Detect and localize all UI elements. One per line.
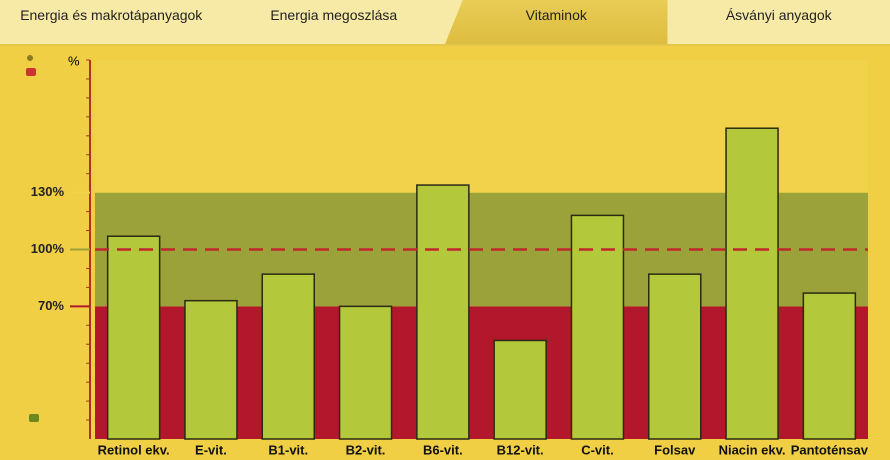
x-tick-label: B2-vit.	[346, 442, 386, 457]
x-tick-label: B6-vit.	[423, 442, 463, 457]
x-tick-label: C-vit.	[581, 442, 614, 457]
x-tick-label: Folsav	[654, 442, 696, 457]
x-tick-label: E-vit.	[195, 442, 227, 457]
bar	[570, 214, 625, 440]
icon	[26, 68, 36, 76]
bar	[493, 339, 547, 440]
bar	[416, 184, 470, 440]
tab[interactable]: Vitaminok	[445, 0, 668, 44]
x-tick-label: Niacin ekv.	[719, 442, 786, 457]
y-axis-label: %	[68, 53, 80, 68]
bar	[802, 292, 857, 440]
tab[interactable]: Ásványi anyagok	[725, 7, 832, 23]
bar	[338, 305, 393, 440]
y-tick-label: 100%	[31, 241, 65, 256]
icon	[27, 55, 33, 61]
bar	[261, 273, 315, 440]
tab[interactable]: Energia megoszlása	[270, 7, 398, 23]
bar	[648, 273, 702, 440]
icon	[29, 414, 39, 422]
x-tick-label: Pantoténsav	[791, 442, 869, 457]
x-tick-label: B12-vit.	[497, 442, 544, 457]
y-tick-label: 130%	[31, 184, 65, 199]
y-tick-label: 70%	[38, 298, 64, 313]
bar	[106, 235, 161, 440]
bar	[725, 127, 779, 440]
tab[interactable]: Energia és makrotápanyagok	[20, 7, 203, 23]
tab-bar: Energia és makrotápanyagok Energia megosz…	[0, 0, 890, 46]
bar	[184, 299, 238, 440]
x-tick-label: B1-vit.	[268, 442, 308, 457]
x-tick-label: Retinol ekv.	[98, 442, 170, 457]
